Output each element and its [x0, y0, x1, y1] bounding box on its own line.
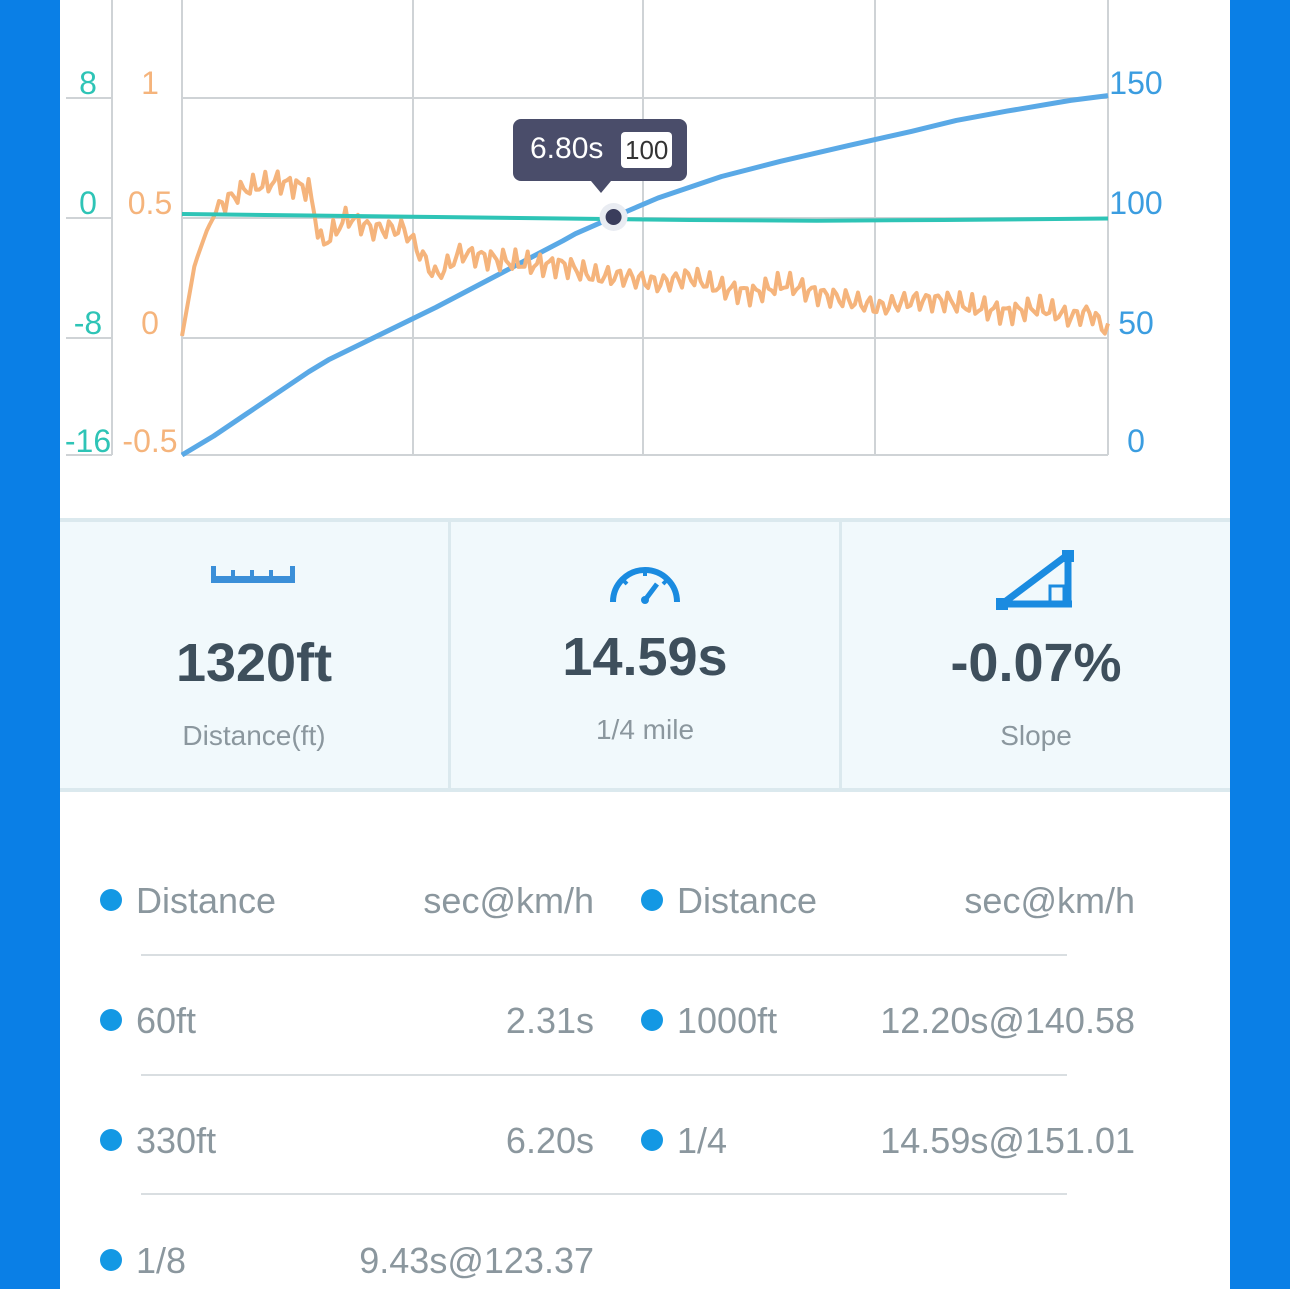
right-frame [1230, 0, 1290, 1289]
split-name: 60ft [136, 1000, 197, 1041]
split-time: 12.20s@140.58 [880, 1000, 1135, 1041]
split-name: 1000ft [677, 1000, 778, 1041]
stat-quarter-mile: 14.59s 1/4 mile [451, 522, 842, 788]
stats-bar: 1320ft Distance(ft) 14.59s 1/4 mile [60, 518, 1230, 792]
chart-tooltip: 6.80s 100 [513, 119, 687, 193]
left-teal-tick-label: -16 [65, 423, 111, 459]
stat-distance-label: Distance(ft) [182, 720, 326, 751]
bullet-dot [641, 1129, 663, 1151]
left-teal-tick-label: -8 [74, 305, 102, 341]
split-row: 330ft 6.20s [60, 1110, 594, 1170]
stat-distance-value: 1320ft [175, 633, 333, 693]
left-orange-tick-label: 1 [141, 65, 159, 101]
speed-line [180, 93, 1109, 458]
bullet-dot [641, 1009, 663, 1031]
stat-slope-value: -0.07% [950, 633, 1122, 693]
acceleration-line [180, 169, 1110, 337]
row-divider [141, 954, 1067, 956]
split-name: 1/4 [677, 1120, 728, 1161]
split-time: 14.59s@151.01 [880, 1120, 1135, 1161]
right-tick-label: 150 [1109, 65, 1162, 101]
split-header-unit: sec@km/h [964, 880, 1135, 921]
performance-chart[interactable]: 8 0 -8 -16 1 0.5 0 -0.5 150 100 50 0 [60, 0, 1230, 518]
slope-icon [994, 548, 1078, 619]
left-orange-tick-label: 0.5 [128, 185, 172, 221]
stat-quarter-mile-label: 1/4 mile [595, 714, 695, 745]
speedometer-icon [607, 556, 683, 613]
stat-slope: -0.07% Slope [842, 522, 1230, 788]
split-header-left: Distance sec@km/h [60, 870, 594, 930]
split-row: 1000ft 12.20s@140.58 [601, 990, 1135, 1050]
tooltip-value-badge: 100 [621, 132, 673, 168]
left-frame [0, 0, 60, 1289]
split-row: 1/4 14.59s@151.01 [601, 1110, 1135, 1170]
split-time: 9.43s@123.37 [359, 1240, 594, 1281]
row-divider [141, 1193, 1067, 1195]
tooltip-arrow [591, 181, 611, 193]
split-header-name: Distance [677, 880, 818, 921]
splits-table: Distance sec@km/h 60ft 2.31s 330ft 6.20s… [60, 792, 1230, 1289]
ruler-icon [209, 556, 299, 591]
bullet-dot [100, 1249, 122, 1271]
split-header-name: Distance [136, 880, 277, 921]
bullet-dot [641, 889, 663, 911]
right-tick-label: 100 [1109, 185, 1162, 221]
stat-slope-label: Slope [1000, 720, 1072, 751]
split-row: 1/8 9.43s@123.37 [60, 1230, 594, 1289]
right-tick-label: 0 [1127, 423, 1145, 459]
stat-quarter-mile-value: 14.59s [562, 627, 728, 687]
right-tick-label: 50 [1118, 305, 1154, 341]
split-name: 1/8 [136, 1240, 187, 1281]
split-header-unit: sec@km/h [423, 880, 594, 921]
split-row: 60ft 2.31s [60, 990, 594, 1050]
tooltip-time: 6.80s [530, 132, 604, 165]
left-orange-tick-label: -0.5 [122, 423, 177, 459]
left-teal-tick-label: 8 [79, 65, 97, 101]
left-teal-tick-label: 0 [79, 185, 97, 221]
stat-distance: 1320ft Distance(ft) [60, 522, 451, 788]
left-orange-tick-label: 0 [141, 305, 159, 341]
results-panel: 8 0 -8 -16 1 0.5 0 -0.5 150 100 50 0 6.80s 100 1320… [60, 0, 1230, 1289]
split-time: 6.20s [505, 1120, 594, 1161]
bullet-dot [100, 1009, 122, 1031]
split-name: 330ft [136, 1120, 217, 1161]
bullet-dot [100, 889, 122, 911]
split-header-right: Distance sec@km/h [601, 870, 1135, 930]
row-divider [141, 1074, 1067, 1076]
highlight-point [605, 209, 622, 225]
split-time: 2.31s [505, 1000, 594, 1041]
bullet-dot [100, 1129, 122, 1151]
